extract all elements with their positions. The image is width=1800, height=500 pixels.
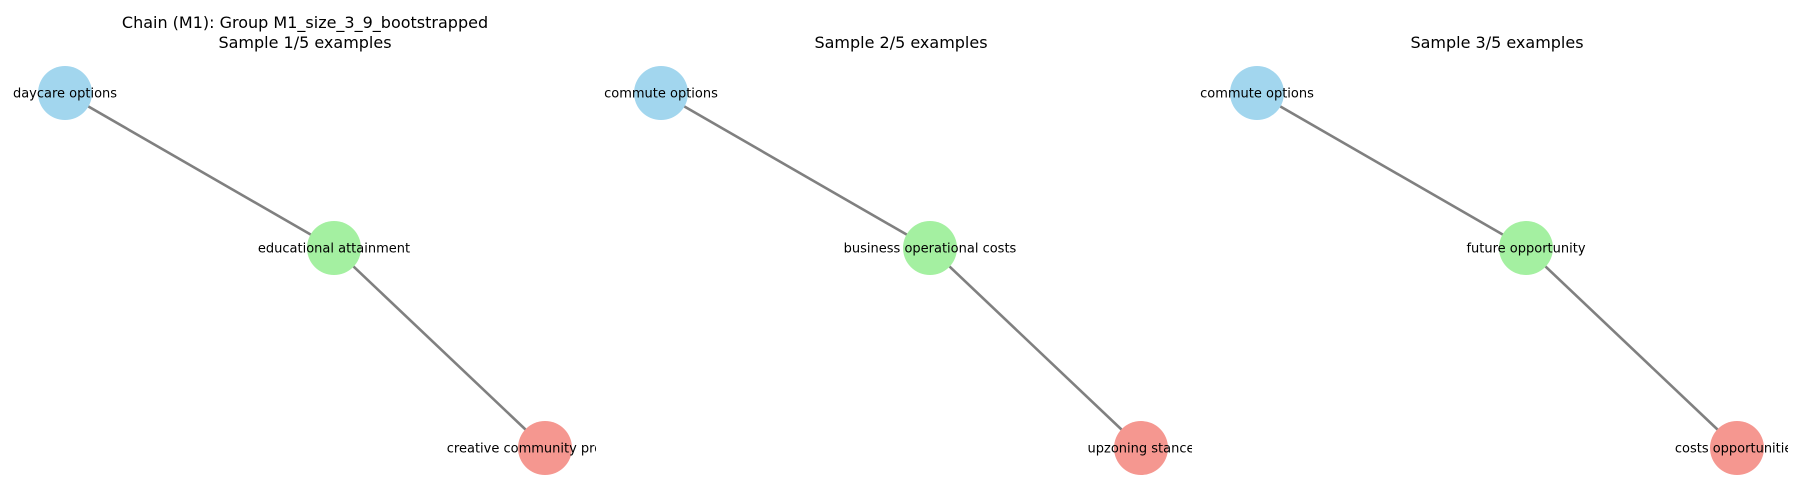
node-circle-red [1114, 421, 1168, 475]
node-circle-green [903, 221, 957, 275]
node-label: costs opportunities [1675, 442, 1800, 457]
graph-area: daycare options educational attainment cre… [13, 66, 644, 475]
node-label: upzoning stance [1088, 442, 1195, 457]
panel-title-line: Chain (M1): Group M1_size_3_9_bootstrapp… [122, 13, 488, 33]
node-circle-blue [1230, 66, 1284, 120]
edge-1-2 [333, 247, 546, 449]
node-label: business operational costs [844, 242, 1017, 257]
diagram-panel-3: Sample 3/5 examples commute options future… [1200, 33, 1800, 475]
node-label: educational attainment [258, 242, 410, 257]
node-circle-blue [634, 66, 688, 120]
edge-0-1 [64, 91, 335, 250]
diagram-panel-2: Sample 2/5 examples commute options busine… [604, 33, 1195, 475]
edge-1-2 [1525, 247, 1738, 449]
graph-area: commute options future opportunity costs o… [1200, 66, 1800, 475]
graph-area: commute options business operational cost… [604, 66, 1195, 475]
node-label: commute options [604, 87, 718, 102]
node-circle-red [518, 421, 572, 475]
panel-title-line: Sample 2/5 examples [814, 33, 987, 52]
node-circle-red [1710, 421, 1764, 475]
node-circle-blue [38, 66, 92, 120]
edge-0-1 [660, 91, 931, 250]
edge-1-2 [929, 247, 1142, 449]
edge-0-1 [1256, 91, 1527, 250]
panel-title-line: Sample 3/5 examples [1410, 33, 1583, 52]
node-circle-green [1499, 221, 1553, 275]
node-label: commute options [1200, 87, 1314, 102]
diagram-panel-1: Chain (M1): Group M1_size_3_9_bootstrapp… [13, 13, 644, 475]
node-label: creative community programs [447, 442, 644, 457]
node-label: daycare options [13, 87, 117, 102]
node-circle-green [307, 221, 361, 275]
panel-title-line: Sample 1/5 examples [218, 33, 391, 52]
node-label: future opportunity [1466, 242, 1585, 257]
